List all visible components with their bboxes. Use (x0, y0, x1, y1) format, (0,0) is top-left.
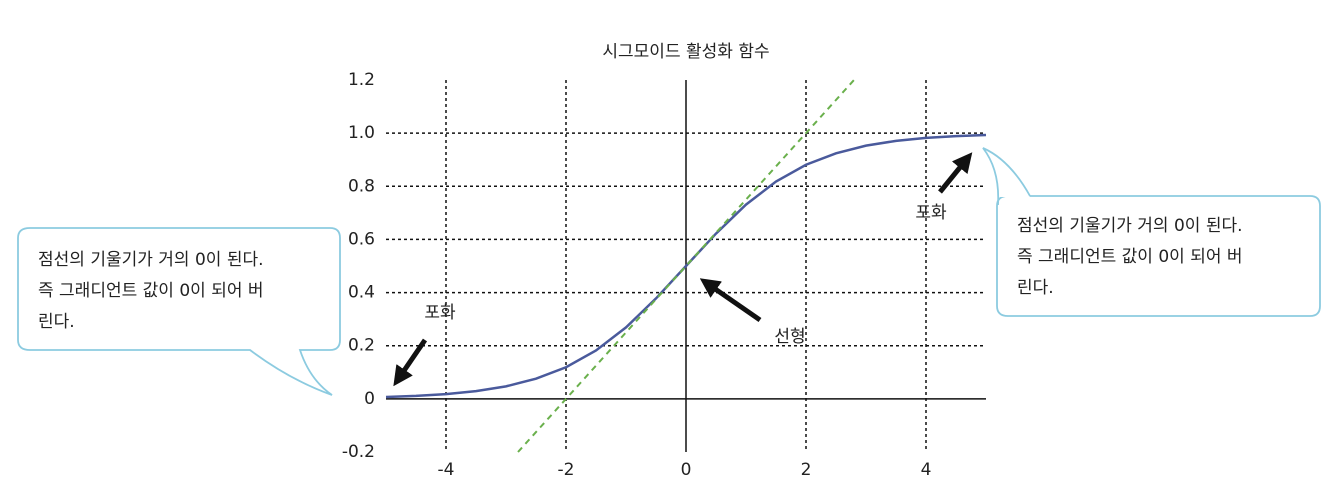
x-tick-label: 4 (921, 460, 932, 480)
line-series (385, 133, 987, 399)
annotation: 포화 (424, 303, 456, 323)
annotation: 선형 (774, 327, 805, 347)
annotation: 포화 (915, 203, 947, 223)
x-tick-label: 0 (681, 460, 692, 480)
x-tick-label: 2 (801, 460, 812, 480)
callout-tail (982, 147, 1031, 206)
arrows (393, 152, 973, 387)
arrow (699, 278, 762, 323)
arrow (393, 338, 428, 387)
y-tick-label: 0.8 (348, 176, 375, 196)
x-tick-label: -2 (558, 460, 575, 480)
y-tick-label: 0.4 (348, 283, 375, 303)
arrow (938, 152, 973, 194)
x-tick-label: -4 (438, 460, 455, 480)
y-tick-label: 0 (364, 389, 375, 409)
callout-text: 점선의 기울기가 거의 0이 된다. (1017, 216, 1243, 236)
chart-title: 시그모이드 활성화 함수 (602, 42, 769, 62)
callout-text: 린다. (38, 312, 75, 332)
y-tick-label: 1.2 (348, 70, 375, 90)
y-tick-label: 1.0 (348, 123, 375, 143)
plot-area: 1.2 1.0 0.8 0.6 0.4 0.2 0 -0.2 -4 -2 0 2 4 (342, 70, 987, 480)
y-tick-label: 0.2 (348, 336, 375, 356)
callout-tail (983, 148, 1030, 197)
y-tick-label: 0.6 (348, 229, 375, 249)
callout-text: 린다. (1017, 278, 1054, 298)
callout-bubble (17, 227, 341, 396)
callout-text: 점선의 기울기가 거의 0이 된다. (38, 250, 264, 270)
y-tick-label: -0.2 (342, 442, 375, 462)
callout-text: 즉 그래디언트 값이 0이 되어 버 (38, 281, 264, 301)
callout-text: 즉 그래디언트 값이 0이 되어 버 (1017, 247, 1243, 267)
